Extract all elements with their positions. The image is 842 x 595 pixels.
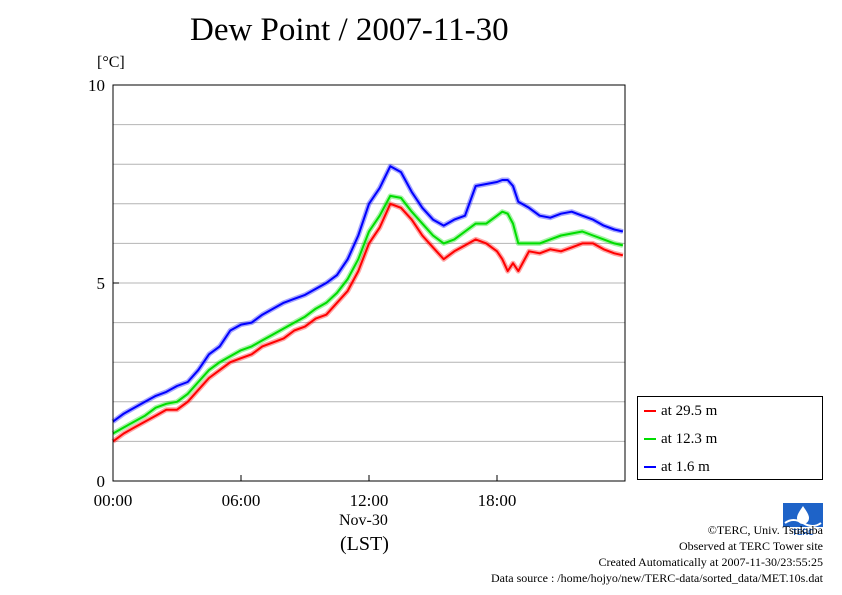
series-group <box>111 163 624 444</box>
chart-title: Dew Point / 2007-11-30 <box>190 12 509 48</box>
x-tick-label: 12:00 <box>350 491 389 510</box>
legend-swatch-1-6m <box>644 466 656 468</box>
legend-swatch-12-3m <box>644 438 656 440</box>
legend-item-1-6m: at 1.6 m <box>644 457 710 477</box>
legend-swatch-29-5m <box>644 410 656 412</box>
legend-label-29-5m: at 29.5 m <box>661 402 718 419</box>
legend: at 29.5 m at 12.3 m at 1.6 m <box>637 396 823 480</box>
legend-item-29-5m: at 29.5 m <box>644 401 717 421</box>
series-line-1 <box>112 194 624 435</box>
svg-text:TERC: TERC <box>792 528 814 536</box>
x-axis-label: (LST) <box>340 533 389 555</box>
legend-label-12-3m: at 12.3 m <box>661 430 718 447</box>
legend-label-1-6m: at 1.6 m <box>661 458 710 475</box>
x-axis-date: Nov-30 <box>339 512 388 529</box>
y-tick-label: 0 <box>97 472 106 491</box>
series-line-2 <box>112 165 624 423</box>
y-tick-label: 5 <box>97 274 106 293</box>
x-tick-label: 06:00 <box>222 491 261 510</box>
footer-copyright: ©TERC, Univ. Tsukuba <box>707 523 823 537</box>
y-tick-label: 10 <box>88 76 105 95</box>
terc-logo-icon: TERC <box>783 503 823 536</box>
x-tick-label: 00:00 <box>94 491 133 510</box>
x-tick-label: 18:00 <box>478 491 517 510</box>
y-axis-unit: [°C] <box>97 54 125 71</box>
footer-created: Created Automatically at 2007-11-30/23:5… <box>598 555 823 569</box>
series-line-0 <box>112 202 624 443</box>
footer-source: Data source : /home/hojyo/new/TERC-data/… <box>490 571 823 585</box>
tick-group: 0 5 10 00:00 06:00 12:00 18:00 <box>88 76 516 510</box>
legend-item-12-3m: at 12.3 m <box>644 429 717 449</box>
footer-observed: Observed at TERC Tower site <box>678 539 823 553</box>
